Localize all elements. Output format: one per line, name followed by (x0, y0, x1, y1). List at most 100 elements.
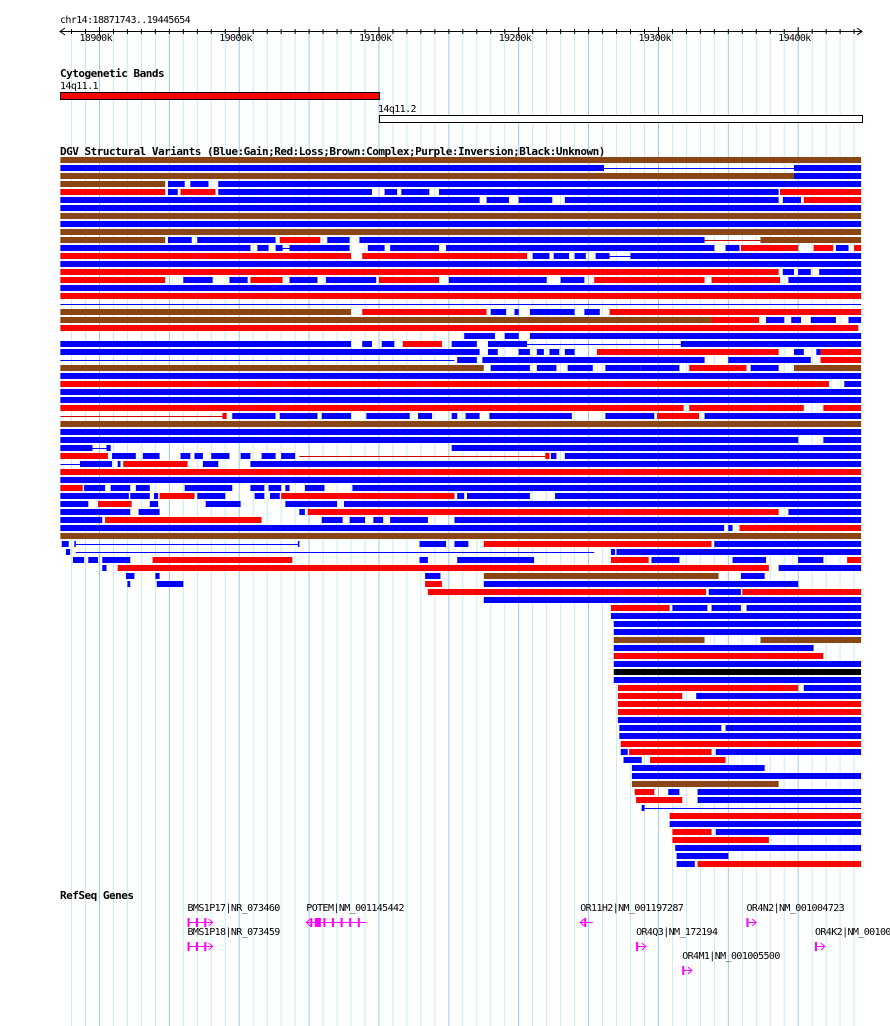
variant-bar (60, 269, 779, 275)
variant-bar (794, 165, 862, 171)
gene-exon (187, 918, 190, 927)
variant-bar (596, 349, 779, 355)
variant-bar (268, 485, 282, 491)
variant-bar (672, 837, 769, 843)
band-label-14q11-2[interactable]: 14q11.2 (378, 104, 417, 115)
gene-model[interactable] (636, 942, 647, 951)
tick-label: 19100k (358, 33, 392, 44)
cytoband-14q11-1 (60, 92, 380, 100)
variant-bar (197, 237, 276, 243)
variant-connector (704, 240, 761, 241)
cytoband-track (60, 92, 863, 123)
gene-label[interactable]: OR11H2|NM_001197287 (580, 903, 684, 914)
variant-bar (613, 621, 862, 627)
gene-label[interactable]: BMS1P18|NR_073459 (187, 927, 281, 938)
gene-label[interactable]: OR4K2|NM_001004731 (814, 927, 890, 938)
variant-bar (640, 365, 680, 371)
band-label-14q11-1[interactable]: 14q11.1 (60, 81, 99, 92)
variant-bar (126, 573, 135, 579)
variant-bar (617, 717, 862, 723)
gene-exon (204, 942, 207, 951)
strand-forward-arrow-icon (208, 918, 214, 927)
variant-bar (155, 573, 160, 579)
variant-bar (218, 181, 862, 187)
refseq-track-title: RefSeq Genes (60, 889, 134, 902)
variant-bar (854, 245, 862, 251)
gene-exon (195, 918, 198, 927)
variant-bar (816, 349, 821, 355)
variant-bar (123, 461, 188, 467)
variant-bar (605, 413, 655, 419)
variant-bar (60, 237, 166, 243)
gene-model[interactable] (746, 918, 758, 927)
variant-bar (483, 541, 712, 547)
variant-bar (105, 517, 262, 523)
gene-model[interactable] (579, 918, 593, 927)
refseq-track (187, 918, 826, 975)
variant-bar (760, 637, 862, 643)
variant-bar (60, 181, 166, 187)
variant-bar (60, 197, 480, 203)
variant-bar (427, 589, 706, 595)
variant-bar (623, 757, 642, 763)
variant-bar (555, 493, 862, 499)
variant-bar (60, 277, 166, 283)
variant-bar (454, 517, 862, 523)
gene-model[interactable] (682, 966, 693, 975)
variant-bar (325, 277, 377, 283)
variant-bar (152, 557, 293, 563)
gene-label[interactable]: OR4N2|NM_001004723 (746, 903, 845, 914)
variant-bar (610, 613, 862, 619)
gene-exon (814, 942, 817, 951)
variant-bar (60, 309, 352, 315)
strand-forward-arrow-icon (751, 918, 758, 927)
variant-bar (518, 349, 530, 355)
variant-bar (153, 493, 159, 499)
gene-model[interactable] (305, 918, 367, 927)
variant-bar (848, 317, 862, 323)
variant-connector (609, 256, 631, 257)
variant-bar (803, 685, 862, 691)
variant-bar (732, 557, 767, 563)
gene-model[interactable] (187, 942, 214, 951)
variant-bar (650, 757, 726, 763)
variant-bar (327, 237, 350, 243)
variant-bar (289, 277, 318, 283)
variant-bar (222, 413, 227, 419)
variant-bar (60, 437, 799, 443)
variant-bar (60, 397, 862, 403)
variant-bar (486, 197, 509, 203)
variant-bar (616, 549, 862, 555)
gene-label[interactable]: OR4Q3|NM_172194 (636, 927, 718, 938)
gene-label[interactable]: BMS1P17|NR_073460 (187, 903, 281, 914)
variant-bar (613, 645, 814, 651)
variant-connector (603, 168, 795, 169)
variant-bar (711, 277, 781, 283)
variant-bar (60, 293, 862, 299)
variant-bar (202, 461, 219, 467)
variant-bar (149, 501, 159, 507)
variant-bar (490, 365, 530, 371)
variant-bar (844, 381, 862, 387)
gene-label[interactable]: OR4M1|NM_001005500 (682, 951, 780, 962)
gene-model[interactable] (814, 942, 826, 951)
gene-model[interactable] (187, 918, 214, 927)
variant-bar (823, 405, 862, 411)
variant-bar (60, 317, 712, 323)
variant-bar (835, 245, 849, 251)
variant-bar (102, 557, 131, 563)
variant-connector (92, 448, 107, 449)
gene-label[interactable]: POTEM|NM_001145442 (306, 903, 404, 914)
variant-bar (711, 317, 760, 323)
variant-bar (760, 237, 862, 243)
variant-bar (689, 365, 747, 371)
variant-bar (617, 685, 799, 691)
variant-bar (60, 349, 480, 355)
variant-bar (669, 813, 862, 819)
variant-bar (620, 749, 628, 755)
gene-exon (340, 918, 343, 927)
variant-bar (651, 557, 680, 563)
variant-bar (487, 341, 528, 347)
variant-bar (60, 421, 862, 427)
gene-exon (746, 918, 749, 927)
